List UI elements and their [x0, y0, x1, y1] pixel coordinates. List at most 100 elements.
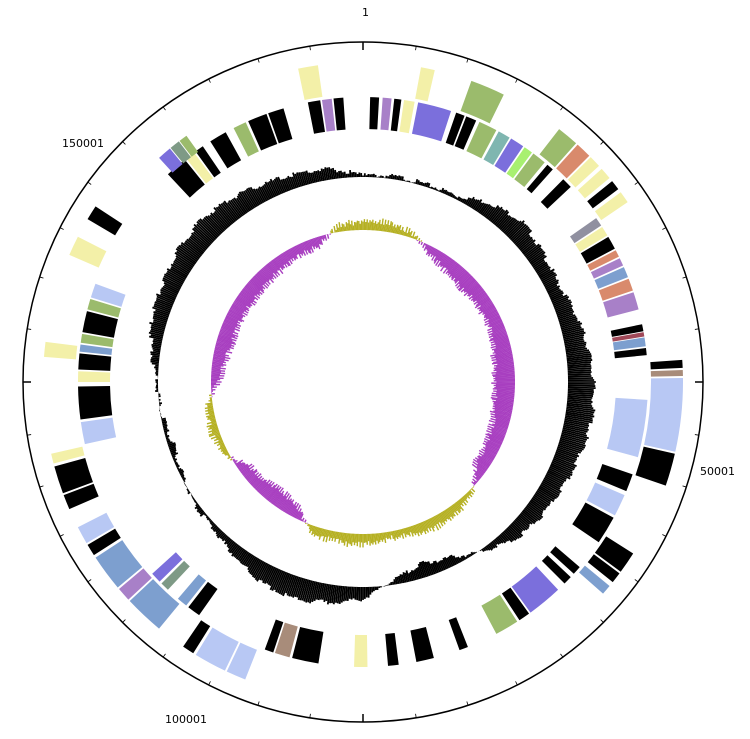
gc-content-bar [478, 203, 487, 214]
gc-content-bar [443, 556, 451, 569]
gc-skew-bar [285, 250, 292, 260]
gc-content-bar [161, 419, 167, 422]
gc-content-bar [534, 492, 551, 505]
gc-content-bar [292, 172, 299, 188]
gc-skew-bar [255, 273, 270, 287]
reverse-gene-feature [385, 633, 399, 666]
forward-gene-feature [579, 565, 610, 594]
gc-skew-bar [440, 511, 448, 522]
gc-skew-bar [245, 468, 258, 480]
gc-skew-bar [496, 389, 515, 392]
gc-content-bar [527, 503, 543, 516]
gc-content-bar [313, 170, 318, 183]
gc-content-bar [151, 345, 161, 350]
gc-content-bar [199, 510, 205, 515]
gc-content-bar [498, 534, 507, 544]
gc-content-bar [567, 361, 592, 366]
gc-content-bar [392, 175, 395, 180]
gc-skew-bar [449, 263, 460, 275]
gc-skew-bar [408, 526, 412, 533]
gc-skew-bar [215, 343, 234, 350]
gc-content-bar [427, 182, 431, 188]
gc-skew-bar [269, 260, 279, 272]
gc-content-bar [207, 215, 224, 233]
gc-skew-bar [307, 523, 310, 527]
position-label-150001: 150001 [62, 137, 104, 150]
tick-mark [466, 701, 469, 706]
tick-mark [515, 78, 518, 83]
gc-content-bar [554, 452, 576, 463]
gc-content-bar [567, 369, 592, 373]
gc-content-bar [292, 576, 301, 598]
gc-skew-bar [460, 497, 467, 506]
gc-content-bar [458, 197, 462, 202]
gc-skew-bar [346, 533, 350, 547]
gc-skew-bar [218, 333, 232, 339]
gc-skew-bar [240, 291, 257, 304]
gc-skew-bar [476, 468, 485, 476]
gc-content-bar [311, 581, 318, 603]
gc-skew-bar [491, 329, 507, 336]
gc-skew-bar [250, 477, 259, 486]
reverse-gene-feature [78, 353, 112, 371]
gc-content-bar [194, 500, 197, 503]
gc-content-bar [433, 187, 437, 191]
gc-skew-bar [409, 526, 414, 537]
gc-skew-bar [475, 296, 490, 307]
gc-skew-bar [300, 518, 303, 522]
gc-content-bar [446, 557, 453, 568]
gc-skew-bar [212, 358, 225, 362]
gc-skew-bar [393, 530, 397, 538]
gc-content-bar [210, 523, 217, 530]
gc-content-bar [193, 223, 214, 243]
gc-skew-bar [384, 224, 388, 232]
gc-skew-bar [466, 284, 481, 297]
gc-content-bar [418, 181, 422, 186]
feature-block [159, 148, 183, 173]
gc-skew-bar [388, 221, 393, 233]
gc-skew-bar [374, 221, 377, 231]
gc-skew-bar [418, 240, 421, 244]
gc-skew-bar [205, 411, 215, 415]
gc-content-bar [263, 183, 273, 199]
gc-content-bar [494, 209, 508, 226]
gc-content-bar [555, 304, 573, 313]
gc-skew-bar [233, 459, 236, 463]
gc-content-bar [540, 271, 555, 281]
gc-content-bar [553, 299, 571, 308]
gc-skew-bar [207, 403, 213, 406]
gc-content-bar [151, 324, 166, 330]
gc-content-bar [514, 229, 533, 246]
gc-skew-bar [270, 260, 280, 271]
gc-content-bar [249, 186, 262, 205]
gc-content-bar [247, 557, 259, 573]
gc-content-bar [550, 294, 564, 302]
gc-skew-bar [222, 449, 228, 453]
gc-content-bar [193, 498, 196, 502]
reverse-gene-feature [354, 634, 368, 667]
gc-skew-bar [331, 531, 335, 542]
gc-content-bar [174, 252, 195, 267]
gc-skew-bar [494, 406, 513, 412]
gc-skew-bar [211, 370, 222, 373]
gc-content-bar [268, 180, 278, 197]
gc-skew-bar [259, 269, 270, 281]
gc-skew-bar [211, 372, 226, 375]
gc-content-bar [470, 551, 474, 556]
gc-content-bar [534, 261, 548, 272]
gc-content-bar [203, 216, 222, 236]
feature-block [179, 135, 199, 157]
tick-mark [466, 58, 469, 63]
gc-skew-bar [235, 297, 251, 309]
gc-skew-bar [476, 470, 484, 477]
gc-skew-bar [205, 402, 213, 405]
gc-content-bar [546, 284, 558, 292]
gc-content-bar [423, 182, 427, 187]
gc-skew-bar [322, 529, 327, 542]
gc-content-bar [230, 199, 244, 217]
gc-content-bar [425, 561, 433, 576]
gc-content-bar [153, 319, 167, 325]
forward-gene-feature [460, 80, 504, 124]
tick-mark [694, 328, 699, 330]
gc-content-bar [562, 331, 586, 339]
